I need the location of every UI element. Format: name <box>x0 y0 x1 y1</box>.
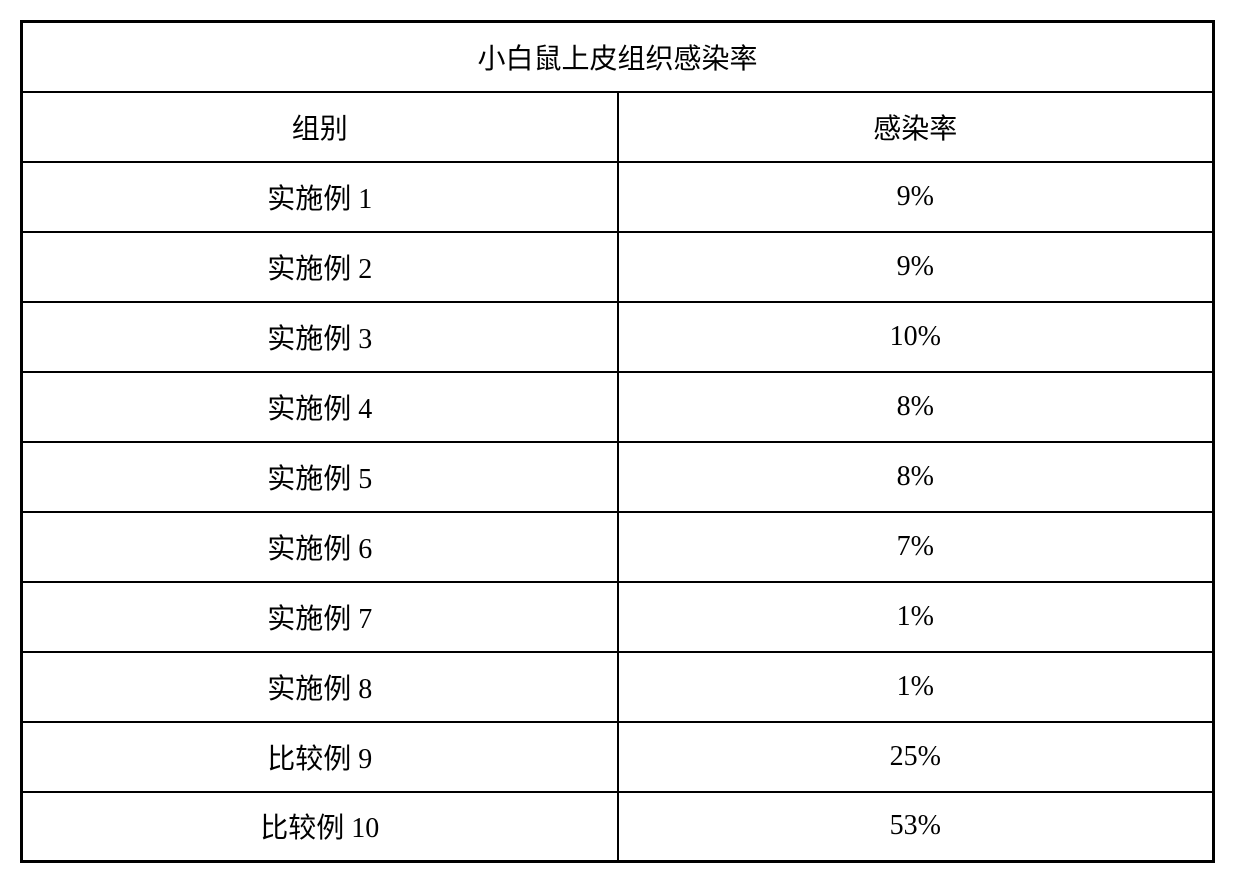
table-row: 比较例 9 25% <box>22 722 1214 792</box>
cell-group: 比较例 9 <box>22 722 618 792</box>
table-row: 实施例 3 10% <box>22 302 1214 372</box>
table-body: 实施例 1 9% 实施例 2 9% 实施例 3 10% 实施例 4 8% 实施例… <box>22 162 1214 862</box>
cell-group: 实施例 7 <box>22 582 618 652</box>
infection-rate-table: 小白鼠上皮组织感染率 组别 感染率 实施例 1 9% 实施例 2 9% 实施例 … <box>20 20 1215 863</box>
table-row: 实施例 4 8% <box>22 372 1214 442</box>
column-header-rate: 感染率 <box>618 92 1214 162</box>
column-header-group: 组别 <box>22 92 618 162</box>
cell-group: 实施例 4 <box>22 372 618 442</box>
table-row: 实施例 2 9% <box>22 232 1214 302</box>
table-header-row: 组别 感染率 <box>22 92 1214 162</box>
cell-group: 比较例 10 <box>22 792 618 862</box>
table-container: 小白鼠上皮组织感染率 组别 感染率 实施例 1 9% 实施例 2 9% 实施例 … <box>20 20 1215 863</box>
cell-group: 实施例 6 <box>22 512 618 582</box>
cell-rate: 53% <box>618 792 1214 862</box>
cell-group: 实施例 1 <box>22 162 618 232</box>
cell-rate: 7% <box>618 512 1214 582</box>
cell-group: 实施例 2 <box>22 232 618 302</box>
table-title: 小白鼠上皮组织感染率 <box>22 22 1214 92</box>
cell-group: 实施例 5 <box>22 442 618 512</box>
table-row: 实施例 6 7% <box>22 512 1214 582</box>
table-title-row: 小白鼠上皮组织感染率 <box>22 22 1214 92</box>
table-row: 比较例 10 53% <box>22 792 1214 862</box>
cell-rate: 9% <box>618 232 1214 302</box>
cell-rate: 25% <box>618 722 1214 792</box>
cell-rate: 1% <box>618 652 1214 722</box>
table-row: 实施例 8 1% <box>22 652 1214 722</box>
cell-rate: 9% <box>618 162 1214 232</box>
table-row: 实施例 5 8% <box>22 442 1214 512</box>
cell-group: 实施例 3 <box>22 302 618 372</box>
cell-rate: 8% <box>618 372 1214 442</box>
cell-group: 实施例 8 <box>22 652 618 722</box>
cell-rate: 10% <box>618 302 1214 372</box>
table-row: 实施例 1 9% <box>22 162 1214 232</box>
table-row: 实施例 7 1% <box>22 582 1214 652</box>
cell-rate: 1% <box>618 582 1214 652</box>
cell-rate: 8% <box>618 442 1214 512</box>
